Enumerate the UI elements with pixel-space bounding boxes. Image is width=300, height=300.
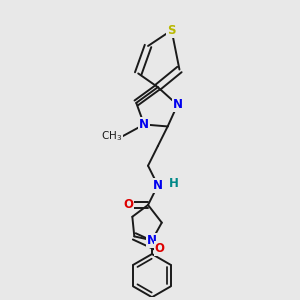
Text: N: N: [147, 234, 157, 247]
Text: H: H: [169, 177, 178, 190]
Text: S: S: [167, 24, 176, 37]
Text: N: N: [139, 118, 149, 131]
Text: O: O: [123, 199, 134, 212]
Text: O: O: [155, 242, 165, 255]
Text: N: N: [172, 98, 182, 111]
Text: N: N: [153, 179, 163, 192]
Text: CH$_3$: CH$_3$: [101, 129, 122, 143]
